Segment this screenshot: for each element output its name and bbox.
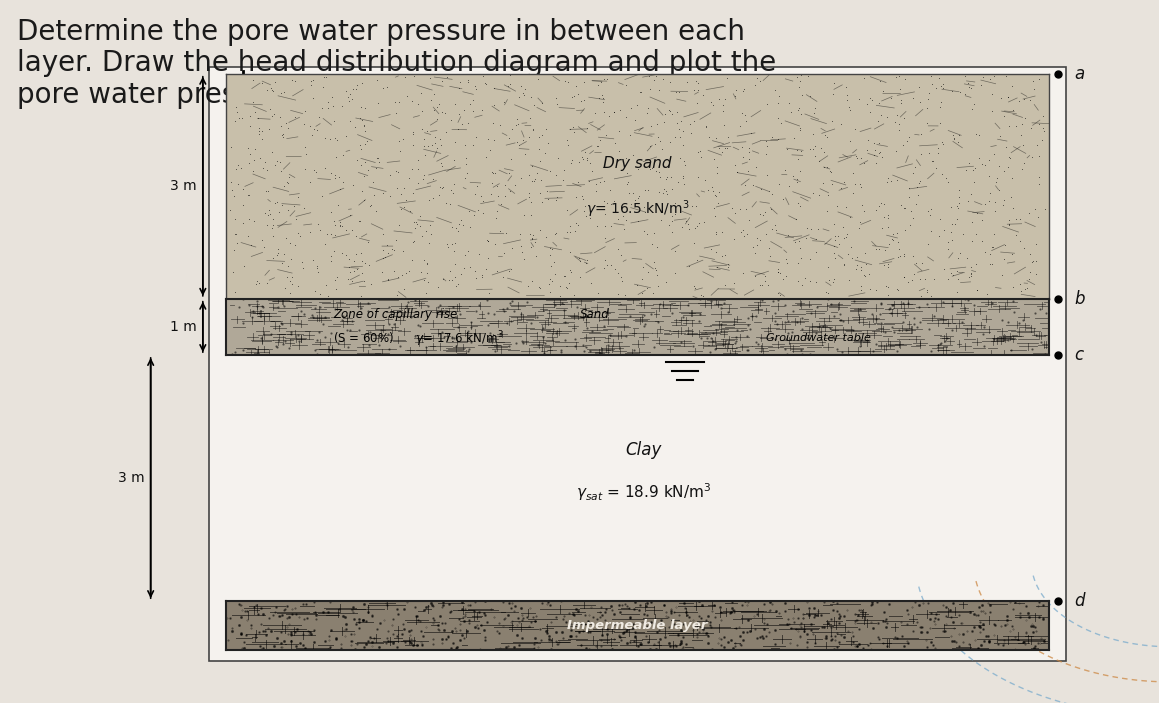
Text: Zone of capillary rise: Zone of capillary rise	[333, 308, 458, 321]
Text: Sand: Sand	[580, 308, 610, 321]
FancyBboxPatch shape	[209, 67, 1066, 661]
Text: 1 m: 1 m	[170, 320, 197, 334]
Text: c: c	[1074, 346, 1084, 364]
Text: Determine the pore water pressure in between each: Determine the pore water pressure in bet…	[17, 18, 745, 46]
Text: Dry sand: Dry sand	[603, 156, 672, 172]
Text: Clay: Clay	[625, 441, 662, 459]
Text: (S = 60%)      $\gamma$= 17.6 kN/m$^3$: (S = 60%) $\gamma$= 17.6 kN/m$^3$	[333, 330, 503, 349]
Text: pore water pressure.: pore water pressure.	[17, 81, 306, 109]
Text: 3 m: 3 m	[118, 471, 145, 485]
Text: d: d	[1074, 592, 1085, 610]
Text: $\gamma$= 16.5 kN/m$^3$: $\gamma$= 16.5 kN/m$^3$	[585, 198, 690, 219]
Text: $\gamma_{sat}$ = 18.9 kN/m$^3$: $\gamma_{sat}$ = 18.9 kN/m$^3$	[576, 482, 710, 503]
Text: Groundwater table: Groundwater table	[766, 333, 870, 343]
Text: a: a	[1074, 65, 1085, 83]
Text: Impermeable layer: Impermeable layer	[567, 619, 708, 632]
Text: b: b	[1074, 290, 1085, 308]
Text: 3 m: 3 m	[170, 179, 197, 193]
Text: layer. Draw the head distribution diagram and plot the: layer. Draw the head distribution diagra…	[17, 49, 777, 77]
